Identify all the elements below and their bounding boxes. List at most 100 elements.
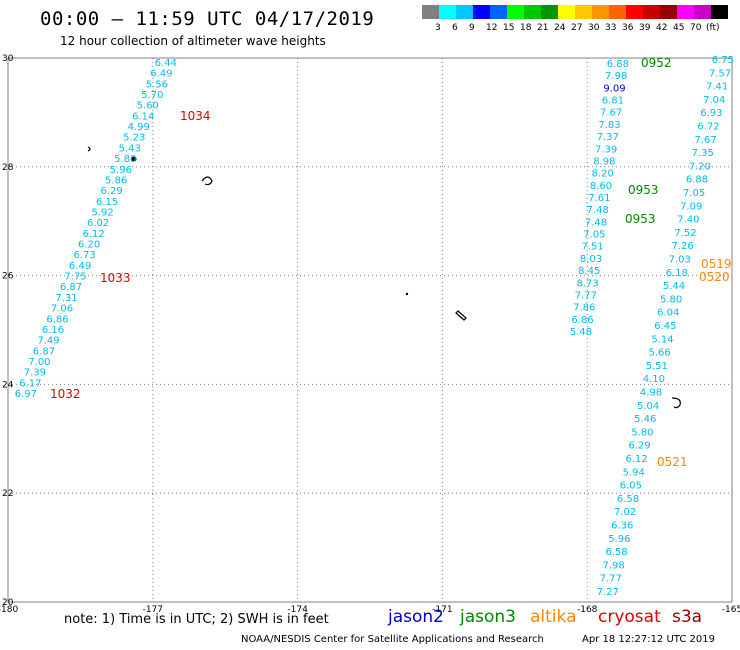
island-outline [405,292,409,296]
scale-swatch [490,5,507,19]
swh-value-label: 7.77 [600,574,622,585]
swh-value-label: 8.98 [593,156,615,167]
scale-label: 36 [622,23,634,33]
swh-value-label: 7.52 [674,228,696,239]
swh-value-label: 6.17 [19,378,41,389]
scale-swatch [507,5,524,19]
swh-value-label: 6.86 [571,315,593,326]
swh-value-label: 5.46 [634,414,656,425]
island-outline [455,310,467,321]
scale-swatch [473,5,490,19]
island-outline [131,156,137,162]
satellite-legend-altika: altika [530,607,577,627]
swh-value-label: 7.27 [597,587,619,598]
swh-value-label: 7.75 [64,272,86,283]
swh-value-label: 6.45 [654,321,676,332]
scale-swatch [626,5,643,19]
swh-value-label: 6.14 [132,111,154,122]
swh-value-label: 8.20 [592,169,614,180]
swh-value-label: 6.97 [15,389,37,400]
swh-value-label: 5.80 [660,294,682,305]
swh-value-label: 7.39 [595,144,617,155]
scale-swatch [541,5,558,19]
latitude-tick-label: 20 [2,598,14,608]
scale-label: 6 [452,23,458,33]
map-subtitle: 12 hour collection of altimeter wave hei… [60,34,326,48]
map-title: 00:00 — 11:59 UTC 04/17/2019 [40,8,375,30]
scale-swatch [575,5,592,19]
swh-value-label: 6.93 [700,108,722,119]
swh-value-label: 5.92 [92,207,114,218]
swh-value-label: 7.06 [51,304,73,315]
swh-value-label: 6.87 [60,282,82,293]
swh-value-label: 5.48 [570,327,592,338]
swh-value-label: 7.98 [602,560,624,571]
island-outline [87,146,91,152]
scale-swatch [456,5,473,19]
scale-unit: (ft) [706,23,720,33]
scale-label: 21 [537,23,549,33]
pass-time-label: 1033 [100,271,131,285]
swh-value-label: 7.04 [703,95,725,106]
swh-value-label: 6.20 [78,240,100,251]
latitude-tick-label: 24 [2,380,14,390]
swh-value-label: 7.61 [588,193,610,204]
swh-value-label: 6.58 [605,547,627,558]
swh-value-label: 6.18 [666,268,688,279]
swh-value-label: 7.20 [689,161,711,172]
swh-value-label: 7.26 [671,241,693,252]
swh-value-label: 7.05 [683,188,705,199]
swh-value-label: 8.03 [580,254,602,265]
longitude-tick-label: -180 [0,605,18,615]
scale-swatch [711,5,728,19]
swh-value-label: 6.29 [101,186,123,197]
swh-value-label: 5.80 [114,154,136,165]
swh-value-label: 6.73 [73,250,95,261]
longitude-tick-label: -174 [287,605,308,615]
scale-swatch [592,5,609,19]
swh-value-label: 4.99 [128,122,150,133]
swh-value-label: 6.72 [697,122,719,133]
satellite-legend-s3a: s3a [672,607,703,627]
scale-swatch [660,5,677,19]
swh-value-label: 6.36 [611,521,633,532]
swh-value-label: 5.43 [119,143,141,154]
pass-time-label: 0952 [641,56,672,70]
swh-value-label: 5.94 [623,467,645,478]
scale-label: 12 [486,23,498,33]
swh-value-label: 6.86 [46,314,68,325]
swh-value-label: 5.44 [663,281,685,292]
latitude-tick-label: 30 [2,54,14,64]
latitude-tick-label: 28 [2,163,14,173]
swh-value-label: 6.87 [33,346,55,357]
swh-value-label: 7.51 [582,242,604,253]
scale-swatch [643,5,660,19]
swh-value-label: 5.04 [637,401,659,412]
latitude-tick-label: 26 [2,272,14,282]
swh-value-label: 7.03 [669,255,691,266]
scale-label: 30 [588,23,600,33]
scale-label: 3 [435,23,441,33]
island-outline [201,176,213,186]
pass-time-label: 0521 [657,455,688,469]
satellite-legend-cryosat: cryosat [598,607,661,627]
swh-value-label: 6.44 [155,58,177,69]
swh-value-label: 5.23 [123,133,145,144]
swh-value-label: 7.00 [28,357,50,368]
scale-label: 33 [605,23,617,33]
swh-value-label: 7.05 [583,230,605,241]
swh-value-label: 6.81 [602,96,624,107]
scale-label: 45 [673,23,685,33]
latitude-tick-label: 22 [2,489,13,499]
pass-time-label: 1032 [50,387,81,401]
swh-value-label: 7.83 [598,120,620,131]
swh-value-label: 7.31 [55,293,77,304]
longitude-tick-label: -171 [432,605,452,615]
swh-value-label: 6.29 [628,441,650,452]
swh-value-label: 6.16 [42,325,64,336]
map-frame [7,57,733,603]
longitude-tick-label: -165 [722,605,740,615]
swh-value-label: 7.57 [709,68,731,79]
scale-label: 15 [503,23,515,33]
